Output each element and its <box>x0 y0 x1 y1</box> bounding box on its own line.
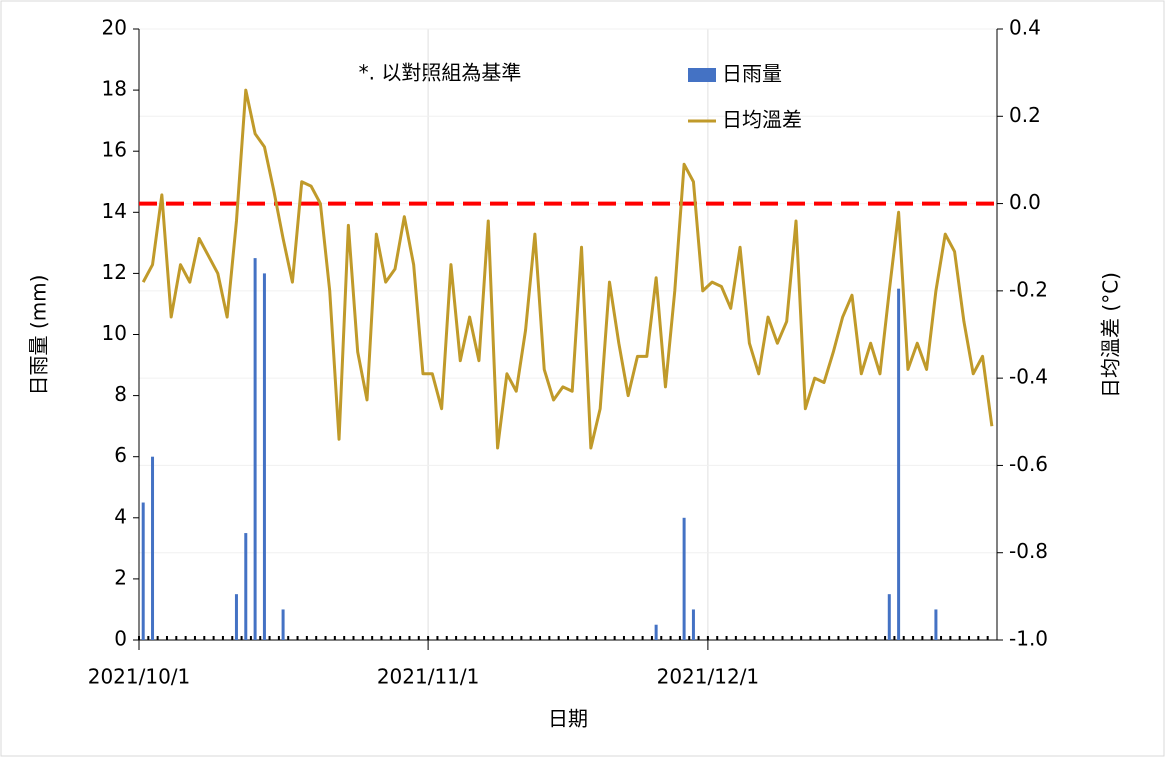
x-tick-label: 2021/10/1 <box>88 665 191 689</box>
bar <box>691 609 695 640</box>
x-tick-label: 2021/12/1 <box>657 665 760 689</box>
bar <box>897 288 901 640</box>
y2-tick-label: 0.4 <box>1009 16 1041 40</box>
bar <box>244 533 248 640</box>
y-tick-label: 2 <box>114 565 127 589</box>
bar <box>934 609 938 640</box>
y-tick-label: 4 <box>114 504 127 528</box>
y-axis-label: 日雨量 (mm) <box>27 275 51 396</box>
bar <box>654 624 658 640</box>
y-tick-label: 12 <box>102 260 127 284</box>
line <box>141 88 994 450</box>
y-tick-label: 18 <box>102 77 127 101</box>
y-tick-label: 8 <box>114 382 127 406</box>
bar <box>262 273 266 640</box>
y-tick-label: 6 <box>114 443 127 467</box>
bar <box>682 517 686 640</box>
y-tick-label: 20 <box>102 16 127 40</box>
y-tick-label: 10 <box>102 321 127 345</box>
y2-tick-label: -0.8 <box>1009 539 1048 563</box>
y2-tick-label: -0.2 <box>1009 277 1048 301</box>
y2-axis-label: 日均溫差 (°C) <box>1099 272 1123 398</box>
y2-tick-label: -1.0 <box>1009 627 1048 651</box>
y2-tick-label: -0.6 <box>1009 452 1048 476</box>
y2-tick-label: 0.0 <box>1009 190 1041 214</box>
y2-tick-label: -0.4 <box>1009 365 1048 389</box>
annotation: *. 以對照組為基準 <box>359 61 522 85</box>
x-axis-label: 日期 <box>548 707 588 731</box>
x-tick-label: 2021/11/1 <box>377 665 480 689</box>
bar <box>253 258 257 640</box>
bar <box>151 456 155 640</box>
bar <box>887 594 891 640</box>
y-tick-label: 16 <box>102 138 127 162</box>
bar <box>281 609 285 640</box>
bar <box>234 594 238 640</box>
y2-tick-label: 0.2 <box>1009 103 1041 127</box>
y-tick-label: 0 <box>114 627 127 651</box>
legend-swatch <box>688 68 716 82</box>
legend-label: 日均溫差 <box>722 108 802 132</box>
legend-label: 日雨量 <box>722 62 782 86</box>
y-tick-label: 14 <box>102 199 127 223</box>
bar <box>141 502 145 640</box>
